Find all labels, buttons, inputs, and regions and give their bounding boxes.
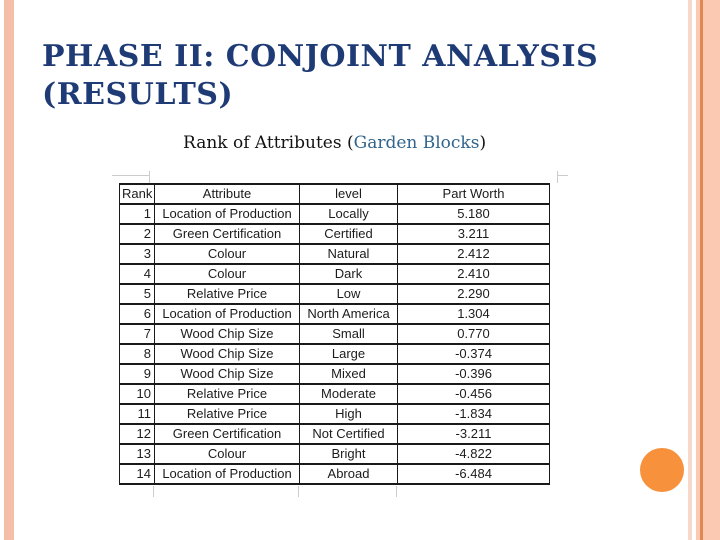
rank-cell: 14 — [119, 463, 155, 485]
level-cell: High — [299, 403, 398, 425]
table-row: 9 Wood Chip Size Mixed -0.396 — [119, 363, 550, 385]
slide-title: PHASE II: CONJOINT ANALYSIS (RESULTS) — [42, 38, 632, 114]
rank-of-attributes-table: Rank Attribute level Part Worth 1 Locatio… — [119, 183, 550, 485]
left-border-stripe — [4, 0, 14, 540]
level-cell: Abroad — [299, 463, 398, 485]
level-cell: Low — [299, 283, 398, 305]
part-worth-cell: 5.180 — [397, 203, 550, 225]
part-worth-cell: 2.412 — [397, 243, 550, 265]
attribute-cell: Relative Price — [154, 383, 300, 405]
table-row: 8 Wood Chip Size Large -0.374 — [119, 343, 550, 365]
part-worth-cell: 0.770 — [397, 323, 550, 345]
table-row: 3 Colour Natural 2.412 — [119, 243, 550, 265]
right-border-stripe-wide — [696, 0, 720, 540]
rank-cell: 4 — [119, 263, 155, 285]
rank-cell: 12 — [119, 423, 155, 445]
level-cell: Locally — [299, 203, 398, 225]
col-header-level: level — [299, 183, 398, 205]
attribute-cell: Green Certification — [154, 223, 300, 245]
part-worth-cell: -4.822 — [397, 443, 550, 465]
slide-title-line1: PHASE II: CONJOINT ANALYSIS — [42, 39, 599, 74]
part-worth-cell: -1.834 — [397, 403, 550, 425]
level-cell: Natural — [299, 243, 398, 265]
rank-cell: 9 — [119, 363, 155, 385]
part-worth-cell: -0.396 — [397, 363, 550, 385]
attribute-cell: Location of Production — [154, 203, 300, 225]
level-cell: Mixed — [299, 363, 398, 385]
part-worth-cell: -0.374 — [397, 343, 550, 365]
attribute-cell: Wood Chip Size — [154, 363, 300, 385]
table-row: 12 Green Certification Not Certified -3.211 — [119, 423, 550, 445]
level-cell: Moderate — [299, 383, 398, 405]
attribute-cell: Green Certification — [154, 423, 300, 445]
attribute-cell: Location of Production — [154, 303, 300, 325]
table-row: 1 Location of Production Locally 5.180 — [119, 203, 550, 225]
table-caption-highlight: Garden Blocks — [353, 133, 480, 153]
col-header-part-worth: Part Worth — [397, 183, 550, 205]
attribute-cell: Colour — [154, 443, 300, 465]
rank-cell: 7 — [119, 323, 155, 345]
part-worth-cell: -0.456 — [397, 383, 550, 405]
rank-cell: 13 — [119, 443, 155, 465]
gridline-remnant — [396, 486, 397, 497]
level-cell: North America — [299, 303, 398, 325]
level-cell: Not Certified — [299, 423, 398, 445]
part-worth-cell: -3.211 — [397, 423, 550, 445]
rank-cell: 8 — [119, 343, 155, 365]
table-row: 5 Relative Price Low 2.290 — [119, 283, 550, 305]
rank-cell: 2 — [119, 223, 155, 245]
table-body: 1 Location of Production Locally 5.180 2 Gree… — [119, 203, 550, 485]
table-caption: Rank of Attributes (Garden Blocks) — [183, 132, 543, 154]
col-header-attribute: Attribute — [154, 183, 300, 205]
table-row: 13 Colour Bright -4.822 — [119, 443, 550, 465]
slide-title-line2: (RESULTS) — [42, 77, 234, 112]
gridline-remnant — [153, 486, 154, 497]
gridline-remnant — [298, 486, 299, 497]
attribute-cell: Location of Production — [154, 463, 300, 485]
level-cell: Small — [299, 323, 398, 345]
level-cell: Dark — [299, 263, 398, 285]
decorative-circle — [640, 448, 684, 492]
rank-cell: 3 — [119, 243, 155, 265]
part-worth-cell: 3.211 — [397, 223, 550, 245]
level-cell: Bright — [299, 443, 398, 465]
table-row: 14 Location of Production Abroad -6.484 — [119, 463, 550, 485]
table-row: 6 Location of Production North America 1.30… — [119, 303, 550, 325]
col-header-rank: Rank — [119, 183, 155, 205]
rank-cell: 11 — [119, 403, 155, 425]
table-header-row: Rank Attribute level Part Worth — [119, 183, 550, 205]
attribute-cell: Wood Chip Size — [154, 343, 300, 365]
rank-cell: 10 — [119, 383, 155, 405]
right-border-stripe-thin — [688, 0, 692, 540]
attribute-cell: Colour — [154, 263, 300, 285]
attribute-cell: Colour — [154, 243, 300, 265]
rank-cell: 1 — [119, 203, 155, 225]
part-worth-cell: 2.290 — [397, 283, 550, 305]
table-caption-prefix: Rank of Attributes ( — [183, 133, 354, 153]
rank-cell: 6 — [119, 303, 155, 325]
part-worth-cell: -6.484 — [397, 463, 550, 485]
gridline-remnant — [558, 175, 568, 176]
table-row: 4 Colour Dark 2.410 — [119, 263, 550, 285]
gridline-remnant — [557, 171, 558, 183]
table-row: 11 Relative Price High -1.834 — [119, 403, 550, 425]
level-cell: Certified — [299, 223, 398, 245]
table-row: 2 Green Certification Certified 3.211 — [119, 223, 550, 245]
attribute-cell: Relative Price — [154, 403, 300, 425]
right-border-accent-line — [700, 0, 703, 540]
table-row: 7 Wood Chip Size Small 0.770 — [119, 323, 550, 345]
part-worth-cell: 1.304 — [397, 303, 550, 325]
part-worth-cell: 2.410 — [397, 263, 550, 285]
table-caption-suffix: ) — [479, 133, 487, 153]
table-row: 10 Relative Price Moderate -0.456 — [119, 383, 550, 405]
rank-cell: 5 — [119, 283, 155, 305]
level-cell: Large — [299, 343, 398, 365]
attribute-cell: Relative Price — [154, 283, 300, 305]
gridline-remnant — [112, 175, 149, 176]
attribute-cell: Wood Chip Size — [154, 323, 300, 345]
gridline-remnant — [149, 171, 150, 183]
